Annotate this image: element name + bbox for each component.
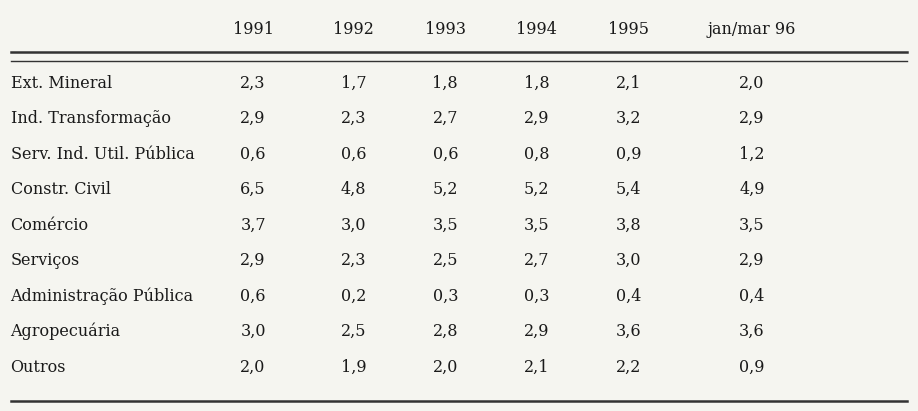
Text: 2,9: 2,9 (739, 110, 765, 127)
Text: 2,9: 2,9 (739, 252, 765, 269)
Text: 2,0: 2,0 (739, 74, 765, 92)
Text: 2,9: 2,9 (241, 252, 266, 269)
Text: 2,0: 2,0 (241, 359, 266, 376)
Text: 2,5: 2,5 (432, 252, 458, 269)
Text: 1,8: 1,8 (524, 74, 550, 92)
Text: Ext. Mineral: Ext. Mineral (10, 74, 112, 92)
Text: 2,7: 2,7 (524, 252, 550, 269)
Text: 3,5: 3,5 (524, 217, 550, 233)
Text: Comércio: Comércio (10, 217, 89, 233)
Text: 3,5: 3,5 (432, 217, 458, 233)
Text: 0,6: 0,6 (341, 145, 366, 163)
Text: 1,2: 1,2 (739, 145, 765, 163)
Text: 2,9: 2,9 (241, 110, 266, 127)
Text: 0,6: 0,6 (241, 288, 266, 305)
Text: Agropecuária: Agropecuária (10, 323, 120, 340)
Text: Serviços: Serviços (10, 252, 80, 269)
Text: 1994: 1994 (516, 21, 557, 39)
Text: 3,2: 3,2 (616, 110, 641, 127)
Text: 5,4: 5,4 (616, 181, 641, 198)
Text: Outros: Outros (10, 359, 66, 376)
Text: 3,7: 3,7 (241, 217, 266, 233)
Text: Ind. Transformação: Ind. Transformação (10, 110, 171, 127)
Text: 3,6: 3,6 (615, 323, 641, 340)
Text: 0,4: 0,4 (616, 288, 641, 305)
Text: Administração Pública: Administração Pública (10, 287, 194, 305)
Text: 3,8: 3,8 (615, 217, 641, 233)
Text: 1993: 1993 (425, 21, 465, 39)
Text: 0,3: 0,3 (524, 288, 550, 305)
Text: 2,5: 2,5 (341, 323, 366, 340)
Text: 0,2: 0,2 (341, 288, 366, 305)
Text: 4,8: 4,8 (341, 181, 366, 198)
Text: 0,4: 0,4 (739, 288, 765, 305)
Text: 2,9: 2,9 (524, 323, 550, 340)
Text: 0,6: 0,6 (432, 145, 458, 163)
Text: 2,0: 2,0 (432, 359, 458, 376)
Text: 2,2: 2,2 (616, 359, 641, 376)
Text: 5,2: 5,2 (432, 181, 458, 198)
Text: 0,3: 0,3 (432, 288, 458, 305)
Text: 1,7: 1,7 (341, 74, 366, 92)
Text: 0,6: 0,6 (241, 145, 266, 163)
Text: 3,5: 3,5 (739, 217, 765, 233)
Text: 3,0: 3,0 (341, 217, 366, 233)
Text: 2,3: 2,3 (341, 252, 366, 269)
Text: 2,3: 2,3 (241, 74, 266, 92)
Text: 1992: 1992 (333, 21, 375, 39)
Text: 3,0: 3,0 (616, 252, 641, 269)
Text: 1991: 1991 (232, 21, 274, 39)
Text: 2,8: 2,8 (432, 323, 458, 340)
Text: 5,2: 5,2 (524, 181, 550, 198)
Text: 2,9: 2,9 (524, 110, 550, 127)
Text: 6,5: 6,5 (241, 181, 266, 198)
Text: 0,8: 0,8 (524, 145, 550, 163)
Text: 0,9: 0,9 (739, 359, 765, 376)
Text: 0,9: 0,9 (616, 145, 641, 163)
Text: jan/mar 96: jan/mar 96 (708, 21, 796, 39)
Text: Constr. Civil: Constr. Civil (10, 181, 110, 198)
Text: Serv. Ind. Util. Pública: Serv. Ind. Util. Pública (10, 145, 195, 163)
Text: 2,3: 2,3 (341, 110, 366, 127)
Text: 1995: 1995 (608, 21, 649, 39)
Text: 3,0: 3,0 (241, 323, 266, 340)
Text: 3,6: 3,6 (739, 323, 765, 340)
Text: 1,8: 1,8 (432, 74, 458, 92)
Text: 4,9: 4,9 (739, 181, 765, 198)
Text: 1,9: 1,9 (341, 359, 366, 376)
Text: 2,1: 2,1 (524, 359, 550, 376)
Text: 2,1: 2,1 (616, 74, 641, 92)
Text: 2,7: 2,7 (432, 110, 458, 127)
